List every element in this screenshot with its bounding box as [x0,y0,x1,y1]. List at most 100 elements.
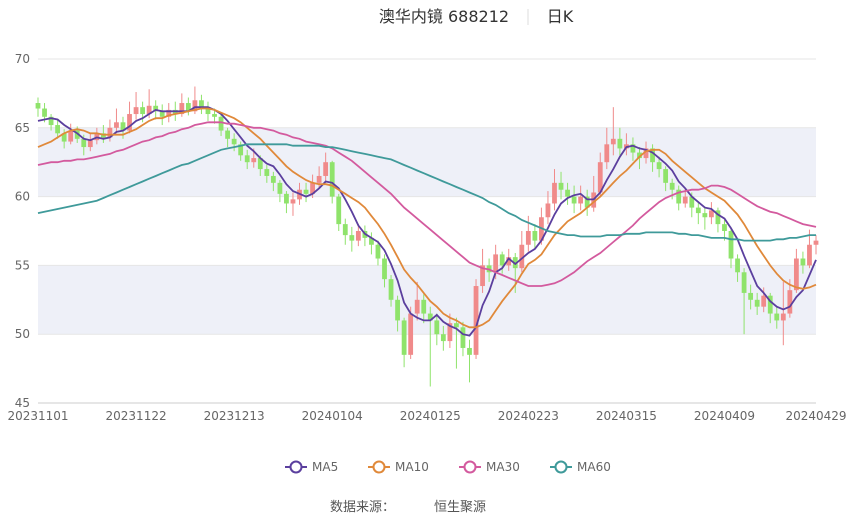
candle-body [284,193,289,204]
candle-body [264,169,270,176]
candle-body [676,189,682,204]
x-tick-label: 20240409 [694,409,755,423]
candle-body [48,116,54,126]
candle-body [68,130,74,142]
candle-body [512,257,518,269]
candle-body [545,203,551,218]
legend-item: MA10 [368,460,429,474]
candle-body [630,144,636,153]
legend-label: MA5 [312,460,338,474]
candle-body [604,144,610,163]
candle-body [329,162,335,197]
legend-marker [463,460,477,474]
candle-body [708,210,714,218]
ma-line [37,106,817,337]
candle-body [702,213,708,218]
candle-body [159,111,165,117]
y-tick-label: 55 [15,258,30,272]
candle-body [231,138,237,145]
source: 恒生聚源 [434,500,486,515]
candle-body [290,199,296,204]
candle-body [349,235,355,241]
candle-body [741,272,747,293]
candle-body [408,313,414,355]
candle-body [185,103,191,112]
candle-body [525,231,531,245]
legend-marker [554,460,568,474]
candle-body [650,148,655,163]
candle-body [270,175,276,183]
candle-body [342,224,348,236]
candle-body [55,125,61,134]
candle-body [61,133,67,142]
candle-body [565,189,570,197]
candle-body [421,299,427,314]
chart-subtitle: 日K [547,7,574,26]
x-tick-label: 20240315 [596,409,657,423]
candle-body [323,162,329,176]
candle-body [35,103,41,109]
candle-body [637,152,642,159]
candle-body [682,196,688,204]
y-tick-label: 65 [15,121,30,135]
legend-item: MA5 [285,460,338,474]
candle-body [499,254,505,266]
candle-body [552,182,557,204]
candle-body [460,327,466,348]
legend-marker [372,460,386,474]
legend-item: MA30 [459,460,520,474]
candle-body [669,182,675,190]
candle-body [493,254,499,273]
candle-body [310,182,315,194]
candle-body [480,265,485,287]
candle-body [715,210,721,225]
candle-body [774,313,780,321]
candle-body [427,313,433,321]
candle-body [454,323,459,328]
x-tick-label: 20240429 [785,409,846,423]
chart-title: 澳华内镜 688212 [379,7,509,26]
candle-body [107,127,113,138]
candle-body [87,140,93,148]
candle-body [532,231,538,241]
candle-body [316,175,322,183]
ma-line [37,121,817,287]
candle-body [140,107,146,115]
source-label: 数据来源： [330,500,395,515]
candle-body [205,107,211,115]
candle-body [434,320,440,335]
candle-body [355,231,361,241]
candle-body [754,299,760,307]
candle-body [244,155,250,163]
candle-body [728,231,734,259]
candle-body [303,189,309,194]
candle-body [748,292,754,300]
candle-body [382,258,387,280]
candle-body [656,162,662,170]
candle-body [225,130,230,139]
candle-body [166,109,172,117]
candle-body [127,114,132,131]
candle-body [388,279,394,300]
candle-body [414,299,420,314]
candle-body [238,144,244,156]
candle-body [440,334,446,342]
candle-body [793,258,799,291]
plot-area: 45 50 55 60 65 70 20231101 20231122 20231213 2024… [7,52,846,423]
grid-band [38,265,816,335]
legend-label: MA30 [486,460,520,474]
candle-body [571,196,577,204]
candle-body [199,100,204,108]
candle-body [218,116,224,131]
candle-body [780,313,786,321]
legend-label: MA60 [577,460,611,474]
candle-body [120,122,126,131]
candle-body [767,295,773,314]
ma-line [37,143,816,242]
candle-body [467,347,472,355]
y-tick-label: 50 [15,327,30,341]
legend-label: MA10 [395,460,429,474]
x-tick-label: 20231101 [7,409,68,423]
candle-body [617,138,623,149]
